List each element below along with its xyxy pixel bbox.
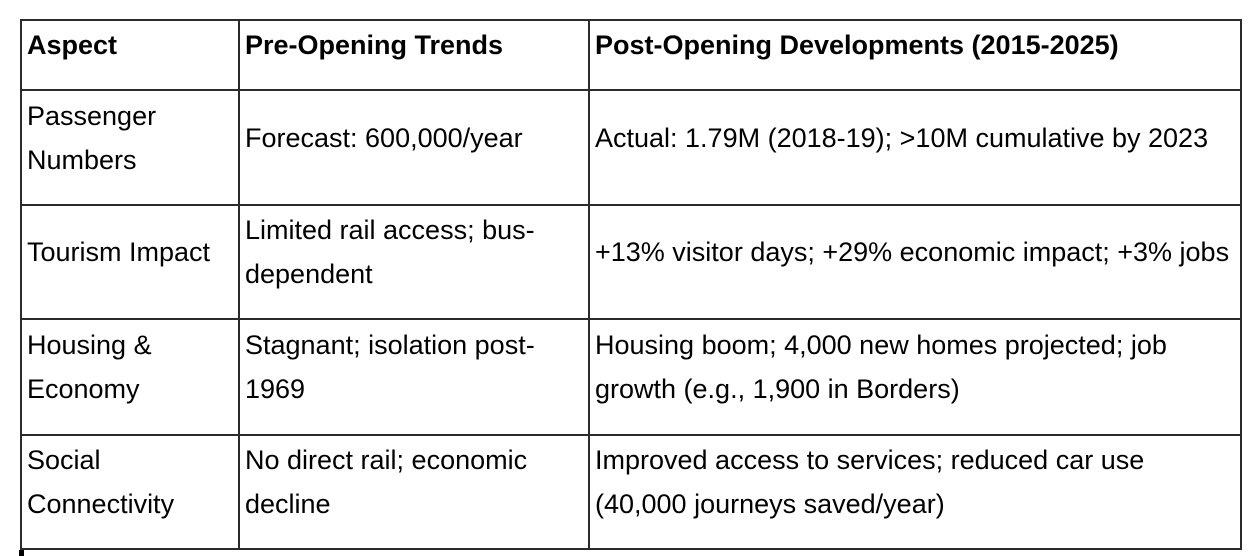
next-row-edge <box>19 550 24 556</box>
cell-aspect: Social Connectivity <box>20 434 240 550</box>
column-header-post-opening: Post-Opening Developments (2015-2025) <box>588 19 1242 91</box>
cell-post-opening: Housing boom; 4,000 new homes projected;… <box>588 318 1242 436</box>
cell-post-opening: Actual: 1.79M (2018-19); >10M cumulative… <box>588 89 1242 206</box>
table-row: Housing & Economy Stagnant; isolation po… <box>20 318 1242 436</box>
cell-pre-opening: Limited rail access; bus-dependent <box>238 204 590 320</box>
cell-pre-opening: Stagnant; isolation post-1969 <box>238 318 590 436</box>
column-header-pre-opening: Pre-Opening Trends <box>238 19 590 91</box>
cell-pre-opening: No direct rail; economic decline <box>238 434 590 550</box>
cell-aspect: Tourism Impact <box>20 204 240 320</box>
table-row: Passenger Numbers Forecast: 600,000/year… <box>20 89 1242 206</box>
cell-aspect: Passenger Numbers <box>20 89 240 206</box>
comparison-table: Aspect Pre-Opening Trends Post-Opening D… <box>20 19 1242 550</box>
table-row: Tourism Impact Limited rail access; bus-… <box>20 204 1242 320</box>
cell-post-opening: +13% visitor days; +29% economic impact;… <box>588 204 1242 320</box>
column-header-aspect: Aspect <box>20 19 240 91</box>
header-row: Aspect Pre-Opening Trends Post-Opening D… <box>20 19 1242 91</box>
cell-pre-opening: Forecast: 600,000/year <box>238 89 590 206</box>
cell-aspect: Housing & Economy <box>20 318 240 436</box>
cell-post-opening: Improved access to services; reduced car… <box>588 434 1242 550</box>
table-row: Social Connectivity No direct rail; econ… <box>20 434 1242 550</box>
